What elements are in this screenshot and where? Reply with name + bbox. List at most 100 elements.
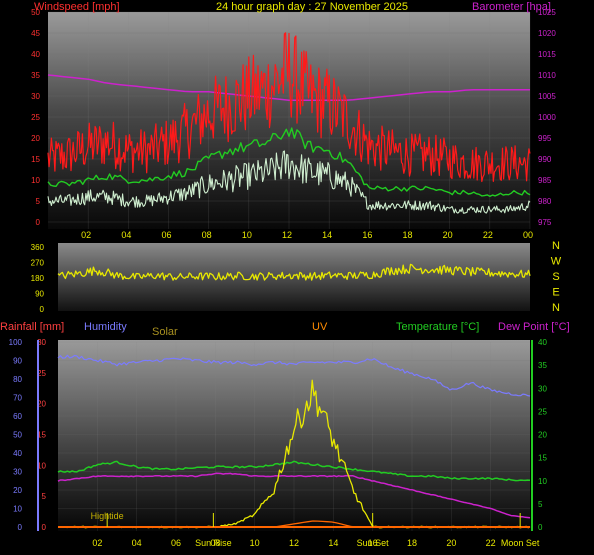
temp-y-tick: 0 bbox=[538, 523, 543, 532]
barometer-y-tick: 1005 bbox=[538, 92, 556, 101]
climate-x-tick: 18 bbox=[407, 538, 417, 548]
climate-x-tick: 12 bbox=[289, 538, 299, 548]
temp-y-tick: 10 bbox=[538, 477, 547, 486]
climate-x-tick: 10 bbox=[250, 538, 260, 548]
temp-y-tick: 5 bbox=[538, 500, 543, 509]
rain-y-tick: 15 bbox=[37, 431, 46, 440]
wind-y-tick: 5 bbox=[36, 197, 41, 206]
wind-speed-line bbox=[47, 150, 531, 214]
climate-x-tick: 02 bbox=[92, 538, 102, 548]
wind-x-tick: 14 bbox=[322, 230, 332, 240]
temp-y-tick: 35 bbox=[538, 361, 547, 370]
series-lines bbox=[47, 32, 531, 529]
humidity-y-tick: 70 bbox=[13, 394, 22, 403]
wind-gust-line bbox=[47, 32, 531, 183]
wind-axis-label: Windspeed [mph] bbox=[34, 1, 120, 13]
wind-y-tick: 25 bbox=[31, 113, 40, 122]
temp-y-tick: 15 bbox=[538, 454, 547, 463]
event-label: Hightide bbox=[91, 511, 124, 521]
wind-y-tick: 45 bbox=[31, 29, 40, 38]
barometer-y-tick: 990 bbox=[538, 155, 552, 164]
event-markers: Hightide Sun Rise Sun Set Moon Set bbox=[91, 511, 540, 548]
rainfall-label: Rainfall [mm] bbox=[0, 321, 64, 333]
compass-label: E bbox=[552, 287, 559, 299]
compass-label: S bbox=[552, 271, 559, 283]
temp-y-tick: 30 bbox=[538, 384, 547, 393]
wind-direction-line bbox=[57, 263, 531, 281]
wind-y-tick: 35 bbox=[31, 71, 40, 80]
direction-y-tick: 270 bbox=[31, 259, 45, 268]
humidity-y-tick: 30 bbox=[13, 468, 22, 477]
climate-x-tick: 08 bbox=[210, 538, 220, 548]
direction-y-tick: 360 bbox=[31, 243, 45, 252]
rain-y-tick: 0 bbox=[42, 523, 47, 532]
wind-x-tick: 08 bbox=[202, 230, 212, 240]
rain-y-tick: 20 bbox=[37, 400, 46, 409]
barometer-y-tick: 1015 bbox=[538, 50, 556, 59]
wind-x-tick: 12 bbox=[282, 230, 292, 240]
event-label: Sun Set bbox=[357, 538, 390, 548]
wind-x-tick: 20 bbox=[443, 230, 453, 240]
direction-y-tick: 90 bbox=[35, 290, 44, 299]
humidity-y-tick: 40 bbox=[13, 449, 22, 458]
wind-y-tick: 40 bbox=[31, 50, 40, 59]
temp-y-tick: 40 bbox=[538, 338, 547, 347]
wind-x-tick: 22 bbox=[483, 230, 493, 240]
climate-grid bbox=[58, 341, 530, 531]
humidity-y-tick: 80 bbox=[13, 375, 22, 384]
wind-y-tick: 10 bbox=[31, 176, 40, 185]
rain-y-tick: 25 bbox=[37, 369, 46, 378]
uv-label: UV bbox=[312, 321, 328, 333]
wind-x-tick: 00 bbox=[523, 230, 533, 240]
temp-y-tick: 20 bbox=[538, 431, 547, 440]
rain-y-tick: 30 bbox=[37, 338, 46, 347]
temperature-line bbox=[57, 460, 531, 482]
humidity-y-tick: 100 bbox=[9, 338, 23, 347]
dew-point-line bbox=[57, 472, 531, 519]
barometer-y-tick: 980 bbox=[538, 197, 552, 206]
climate-x-tick: 14 bbox=[328, 538, 338, 548]
wind-x-tick: 18 bbox=[402, 230, 412, 240]
humidity-y-tick: 90 bbox=[13, 357, 22, 366]
temperature-label: Temperature [°C] bbox=[396, 321, 479, 333]
barometer-line bbox=[47, 74, 530, 101]
barometer-y-tick: 1020 bbox=[538, 29, 556, 38]
wind-x-tick: 06 bbox=[161, 230, 171, 240]
axis-ticks: 0510152025303540455097598098599099510001… bbox=[9, 8, 562, 548]
wind-y-tick: 30 bbox=[31, 92, 40, 101]
temp-y-tick: 25 bbox=[538, 407, 547, 416]
wind-average-line bbox=[47, 127, 531, 197]
wind-y-tick: 0 bbox=[36, 218, 41, 227]
wind-y-tick: 15 bbox=[31, 155, 40, 164]
wind-x-tick: 10 bbox=[242, 230, 252, 240]
event-label: Moon Set bbox=[501, 538, 540, 548]
climate-x-tick: 04 bbox=[132, 538, 142, 548]
event-label: Sun Rise bbox=[195, 538, 232, 548]
direction-y-tick: 0 bbox=[40, 305, 45, 314]
climate-x-tick: 20 bbox=[446, 538, 456, 548]
humidity-y-tick: 10 bbox=[13, 505, 22, 514]
humidity-label: Humidity bbox=[84, 321, 127, 333]
wind-x-tick: 04 bbox=[121, 230, 131, 240]
climate-x-tick: 16 bbox=[368, 538, 378, 548]
barometer-axis-label: Barometer [hpa] bbox=[472, 1, 551, 13]
wind-x-tick: 02 bbox=[81, 230, 91, 240]
wind-y-tick: 50 bbox=[31, 8, 40, 17]
solar-label: Solar bbox=[152, 326, 178, 338]
wind-grid bbox=[48, 11, 531, 229]
climate-x-tick: 06 bbox=[171, 538, 181, 548]
dew-point-label: Dew Point [°C] bbox=[498, 321, 570, 333]
barometer-y-tick: 1000 bbox=[538, 113, 556, 122]
direction-plot-area bbox=[58, 243, 530, 311]
wind-y-tick: 20 bbox=[31, 134, 40, 143]
compass-label: N bbox=[552, 302, 560, 314]
barometer-y-tick: 1010 bbox=[538, 71, 556, 80]
barometer-y-tick: 995 bbox=[538, 134, 552, 143]
humidity-y-tick: 60 bbox=[13, 412, 22, 421]
chart-title: 24 hour graph day : 27 November 2025 bbox=[216, 1, 408, 13]
barometer-y-tick: 975 bbox=[538, 218, 552, 227]
humidity-y-tick: 50 bbox=[13, 431, 22, 440]
direction-y-tick: 180 bbox=[31, 274, 45, 283]
barometer-y-tick: 985 bbox=[538, 176, 552, 185]
